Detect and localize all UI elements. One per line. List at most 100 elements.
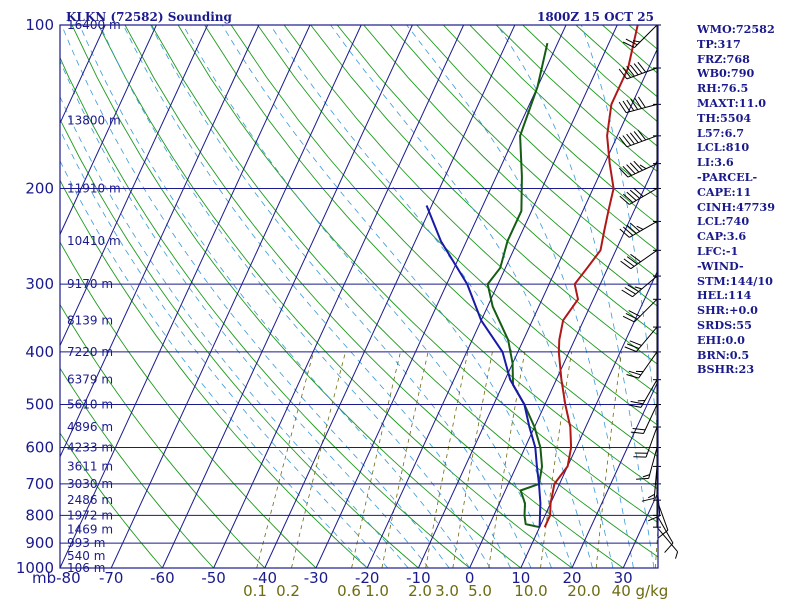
wind-barb-flag: [629, 189, 641, 199]
dry-adiabat: [60, 367, 214, 568]
isotherm: [213, 25, 465, 568]
wind-barb-staff: [656, 499, 669, 531]
sounding-profiles: [425, 25, 639, 529]
pressure-tick-label: 400: [25, 343, 54, 361]
temperature-profile: [543, 25, 639, 528]
dry-adiabat: [60, 303, 266, 568]
temperature-tick-label: 30: [614, 569, 633, 587]
param-item: SHR:+0.0: [697, 303, 758, 318]
isotherm: [60, 25, 260, 458]
temperature-tick-label: 20: [562, 569, 581, 587]
wind-barb-flag: [632, 40, 641, 43]
param-item: LI:3.6: [697, 155, 734, 170]
wind-barb-flag: [629, 64, 639, 76]
wind-barb-flag: [630, 431, 644, 434]
wind-barb-flag: [626, 256, 638, 265]
wind-barb-flag: [629, 340, 642, 346]
param-item: STM:144/10: [697, 273, 773, 288]
wind-barb-staff: [653, 466, 658, 499]
wind-barb-staff: [629, 220, 658, 238]
dry-adiabat: [60, 241, 317, 568]
wind-barb-staff: [625, 103, 658, 114]
pressure-tick-label: 800: [25, 506, 54, 524]
param-item: BRN:0.5: [697, 347, 750, 362]
param-item: RH:76.5: [697, 81, 749, 96]
wind-barb-staff: [643, 404, 658, 434]
chart-title: KLKN (72582) Sounding: [66, 10, 233, 24]
param-item: LCL:740: [697, 214, 750, 229]
height-label: 10410 m: [67, 234, 121, 248]
moist-adiabat: [330, 25, 614, 568]
mixing-ratio-label: 1.0: [365, 582, 389, 600]
param-item: CINH:47739: [697, 199, 775, 214]
wind-barb-flag: [625, 312, 638, 320]
moist-adiabat: [60, 128, 389, 568]
wind-barb-flag: [624, 287, 636, 295]
wind-barb-flag: [618, 101, 627, 113]
dry-adiabat: [151, 25, 658, 558]
param-item: TH:5504: [697, 110, 752, 125]
wind-barb-flag: [675, 551, 679, 559]
wind-barb-staff: [656, 515, 674, 544]
chart-datetime: 1800Z 15 OCT 25: [537, 10, 654, 24]
wind-barb-flag: [629, 222, 641, 232]
dry-adiabat: [257, 25, 658, 426]
wind-barb-flag: [639, 164, 647, 170]
dry-adiabat: [416, 25, 658, 252]
temperature-tick-label: -20: [355, 569, 380, 587]
wind-barb-flag: [642, 474, 650, 478]
height-label: 106 m: [67, 561, 105, 575]
wind-barb-flag: [628, 404, 642, 408]
wind-barb-flag: [622, 100, 631, 112]
mixing-ratio-line: [540, 351, 572, 568]
isotherm: [60, 25, 311, 568]
wind-barb-flag: [637, 129, 647, 141]
temperature-tick-label: -50: [201, 569, 226, 587]
temperature-tick-label: -60: [150, 569, 175, 587]
param-item: CAPE:11: [697, 184, 752, 199]
wind-barb-flag: [632, 428, 646, 431]
wind-barb-flag: [626, 65, 635, 77]
moist-adiabat: [269, 25, 593, 568]
param-item: LFC:-1: [697, 243, 739, 258]
dry-adiabat: [230, 25, 658, 458]
wind-barb-staff: [630, 249, 658, 270]
wind-barb-flag: [634, 97, 642, 109]
wind-barb-flag: [626, 224, 637, 234]
moist-adiabat: [79, 25, 470, 568]
dry-adiabat: [60, 56, 470, 568]
wind-barb-flag: [620, 260, 632, 270]
temperature-tick-label: mb-80: [32, 569, 81, 587]
moist-adiabat: [406, 25, 634, 568]
wind-barb-flag: [622, 165, 632, 176]
wind-barb-flag: [626, 99, 635, 111]
param-item: WB0:790: [697, 66, 755, 81]
wind-barb-staff: [632, 275, 658, 298]
pressure-tick-label: 600: [25, 439, 54, 457]
height-label: 1972 m: [67, 508, 113, 522]
temperature-tick-label: -40: [253, 569, 278, 587]
pressure-tick-label: 700: [25, 475, 54, 493]
wind-barb-staff: [640, 379, 658, 408]
dewpoint-profile: [486, 42, 549, 529]
isotherm: [161, 25, 413, 568]
param-item: -WIND-: [697, 258, 744, 273]
height-label: 13800 m: [67, 114, 121, 128]
isotherm: [366, 25, 618, 568]
height-label: 9170 m: [67, 277, 113, 291]
wind-barb-flag: [637, 61, 647, 73]
moist-adiabat: [221, 25, 573, 568]
wind-barb-flag: [618, 136, 628, 148]
wind-barb-flag: [633, 187, 644, 197]
param-item: BSHR:23: [697, 362, 755, 377]
height-label: 3611 m: [67, 459, 113, 473]
moist-adiabat: [182, 25, 552, 568]
wind-barb-flag: [618, 68, 628, 80]
param-item: WMO:72582: [697, 22, 775, 36]
wind-barb-staff: [648, 447, 658, 479]
height-label: 5610 m: [67, 398, 113, 412]
wind-barb-flag: [622, 67, 632, 78]
dry-adiabat: [389, 25, 658, 280]
